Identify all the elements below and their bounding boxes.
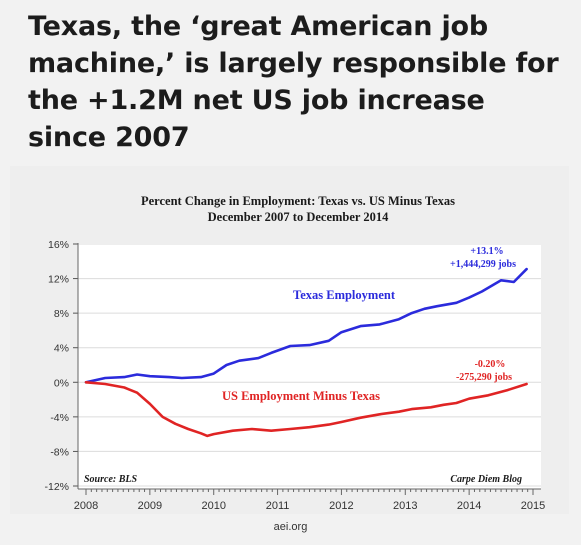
- chart-subtitle: December 2007 to December 2014: [208, 210, 389, 224]
- y-tick-label: 0%: [54, 377, 69, 389]
- y-tick-label: 8%: [54, 308, 69, 320]
- series-lines: [84, 267, 528, 438]
- plot-area: [78, 243, 541, 489]
- employment-chart: Percent Change in Employment: Texas vs. …: [44, 194, 545, 512]
- y-tick-label: 4%: [54, 343, 69, 355]
- x-tick-label: 2011: [266, 500, 290, 512]
- annotation-texas-jobs: +1,444,299 jobs: [450, 259, 516, 270]
- source-caption: aei.org: [273, 521, 308, 533]
- series-line-texas: [84, 267, 528, 384]
- y-tick-label: -4%: [50, 412, 69, 424]
- annotation-us-pct: -0.20%: [475, 359, 506, 370]
- gridlines: [78, 243, 541, 487]
- x-tick-label: 2015: [521, 500, 545, 512]
- annotation-texas-pct: +13.1%: [470, 246, 503, 257]
- y-tick-label: 12%: [48, 274, 69, 286]
- source-note: Source: BLS: [84, 474, 138, 485]
- x-tick-label: 2010: [201, 500, 225, 512]
- y-tick-label: -12%: [44, 481, 69, 493]
- headline: Texas, the ‘great American job machine,’…: [28, 11, 559, 153]
- y-tick-label: 16%: [48, 239, 69, 251]
- x-tick-label: 2009: [138, 500, 162, 512]
- y-axis: 16% 12% 8% 4% 0% -4% -8% -12%: [44, 239, 79, 493]
- credit-note: Carpe Diem Blog: [450, 474, 522, 485]
- series-line-us-minus-texas: [84, 381, 528, 438]
- x-axis: 2008 2009 2010 2011 2012 2013 2014 2015: [74, 488, 545, 512]
- chart-title: Percent Change in Employment: Texas vs. …: [141, 194, 455, 208]
- x-tick-label: 2013: [393, 500, 417, 512]
- series-label-us-minus-texas: US Employment Minus Texas: [222, 389, 380, 403]
- x-tick-label: 2008: [74, 500, 98, 512]
- annotation-us-jobs: -275,290 jobs: [456, 372, 512, 383]
- x-tick-label: 2012: [329, 500, 353, 512]
- chart-panel: Percent Change in Employment: Texas vs. …: [10, 166, 569, 514]
- y-tick-label: -8%: [50, 446, 69, 458]
- series-label-texas: Texas Employment: [293, 288, 396, 302]
- x-tick-label: 2014: [457, 500, 481, 512]
